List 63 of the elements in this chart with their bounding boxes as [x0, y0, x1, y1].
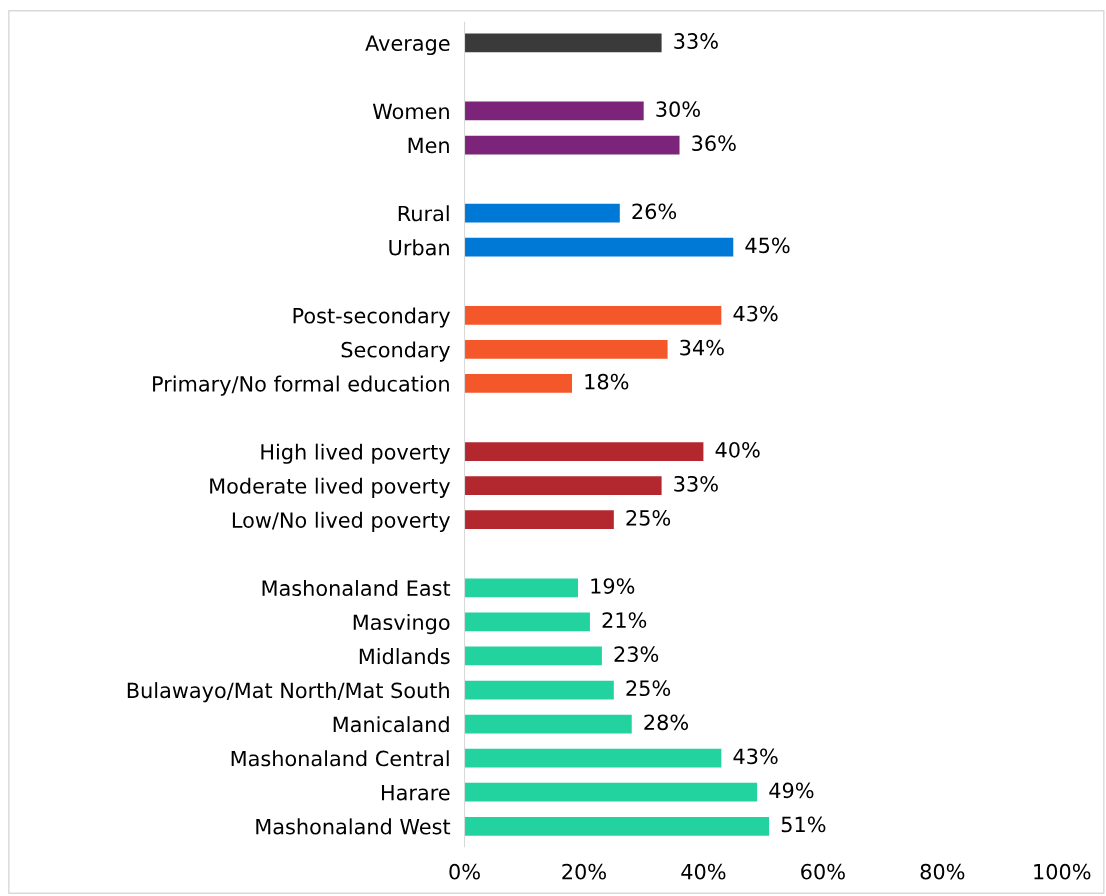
- y-tick-label: Bulawayo/Mat North/Mat South: [127, 682, 449, 703]
- x-tick-label: 40%: [681, 863, 726, 880]
- data-label: 45%: [745, 237, 790, 254]
- data-label: 18%: [585, 373, 629, 390]
- y-tick-label: Secondary: [341, 341, 450, 362]
- bar: [464, 748, 722, 768]
- y-tick-label: Masvingo: [353, 613, 450, 635]
- bar: [464, 442, 704, 461]
- x-tick-label: 0%: [449, 863, 480, 880]
- bar: [464, 612, 590, 632]
- bar: [464, 237, 734, 257]
- y-tick-label: Men: [408, 137, 449, 154]
- y-tick-label: Mashonaland Central: [231, 750, 449, 767]
- data-label: 36%: [692, 135, 736, 152]
- y-tick-label: Low/No lived poverty: [232, 511, 450, 532]
- x-tick-label: 80%: [920, 863, 965, 880]
- x-tick-label: 20%: [562, 863, 606, 880]
- bar: [464, 476, 662, 496]
- data-label: 49%: [769, 782, 814, 799]
- data-label: 21%: [602, 612, 647, 628]
- y-tick-label: Primary/No formal education: [153, 375, 449, 396]
- y-tick-label: Urban: [389, 239, 449, 256]
- data-label: 33%: [674, 475, 718, 492]
- y-tick-label: High lived poverty: [261, 443, 450, 464]
- data-label: 26%: [632, 203, 677, 220]
- bar: [464, 680, 614, 700]
- data-label: 43%: [733, 748, 778, 765]
- bar: [464, 782, 758, 802]
- data-label: 34%: [680, 339, 724, 356]
- bar: [464, 33, 662, 53]
- y-tick-label: Midlands: [359, 648, 450, 665]
- y-tick-label: Manicaland: [333, 716, 449, 733]
- bar: [464, 305, 722, 325]
- data-label: 51%: [781, 816, 826, 833]
- data-label: 40%: [715, 441, 760, 458]
- x-tick-label: 100%: [1034, 863, 1091, 880]
- x-tick-label: 60%: [801, 863, 845, 880]
- y-tick-label: Rural: [398, 205, 449, 222]
- bar: [464, 101, 644, 121]
- bar: [464, 203, 620, 223]
- bar: [464, 374, 573, 393]
- bar: [464, 646, 602, 666]
- y-tick-label: Moderate lived poverty: [210, 477, 450, 498]
- data-label: 23%: [614, 646, 659, 663]
- y-tick-label: Women: [372, 103, 449, 120]
- bar: [464, 714, 632, 734]
- y-tick-label: Mashonaland East: [262, 579, 451, 597]
- bar: [464, 340, 668, 359]
- data-label: 25%: [626, 680, 671, 697]
- data-label: 28%: [644, 714, 689, 731]
- bar: [464, 135, 680, 155]
- y-tick-label: Mashonaland West: [256, 818, 451, 835]
- y-tick-label: Post-secondary: [293, 307, 451, 328]
- data-label: 25%: [626, 510, 671, 526]
- y-tick-label: Harare: [381, 784, 450, 801]
- data-label: 33%: [674, 33, 718, 49]
- data-label: 30%: [656, 101, 700, 118]
- y-tick-label: Average: [365, 35, 450, 56]
- data-label: 19%: [591, 578, 635, 594]
- bar: [464, 578, 578, 598]
- bar: [464, 510, 614, 530]
- bar: [464, 816, 770, 836]
- data-label: 43%: [733, 305, 778, 322]
